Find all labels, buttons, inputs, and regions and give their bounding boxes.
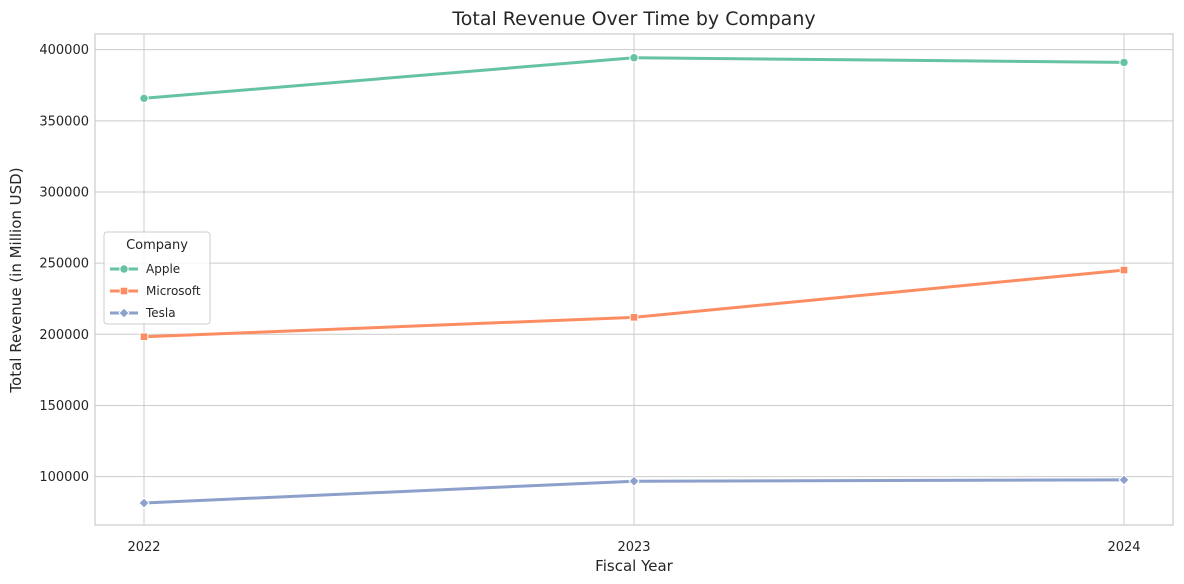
data-point-microsoft xyxy=(1119,265,1129,275)
legend-item-apple: Apple xyxy=(110,262,180,276)
legend-swatch-marker-microsoft xyxy=(119,286,129,296)
x-tick-label: 2024 xyxy=(1107,540,1140,555)
series-layer xyxy=(138,53,1130,509)
data-point-tesla xyxy=(628,475,640,487)
x-tick-label: 2023 xyxy=(617,540,650,555)
y-tick-label: 350000 xyxy=(39,114,89,129)
data-point-apple xyxy=(629,53,639,63)
data-point-microsoft xyxy=(139,332,149,342)
chart-title: Total Revenue Over Time by Company xyxy=(451,8,815,30)
y-tick-label: 400000 xyxy=(39,43,89,58)
series-apple xyxy=(139,53,1129,104)
legend-item-microsoft: Microsoft xyxy=(110,284,201,298)
legend-item-tesla: Tesla xyxy=(110,306,176,320)
legend-label-microsoft: Microsoft xyxy=(146,284,201,298)
legend-label-tesla: Tesla xyxy=(145,306,176,320)
y-tick-label: 100000 xyxy=(39,470,89,485)
plot-frame xyxy=(94,33,1174,526)
y-tick-label: 250000 xyxy=(39,257,89,272)
legend-swatch-marker-tesla xyxy=(118,307,130,319)
data-point-tesla xyxy=(1118,474,1130,486)
legend-box xyxy=(103,231,211,325)
y-tick-labels: 100000 150000 200000 250000 300000 350000 4000… xyxy=(39,43,89,485)
x-axis-title: Fiscal Year xyxy=(595,557,673,575)
data-point-apple xyxy=(139,93,149,104)
series-tesla xyxy=(138,474,1130,509)
legend-label-apple: Apple xyxy=(146,262,180,276)
y-axis-title: Total Revenue (in Million USD) xyxy=(7,167,25,393)
y-tick-label: 200000 xyxy=(39,328,89,343)
legend-swatch-marker-apple xyxy=(119,264,129,274)
data-point-tesla xyxy=(138,497,150,509)
legend: Company Apple Microsoft Tesla xyxy=(103,231,211,325)
legend-title: Company xyxy=(126,238,188,253)
y-tick-label: 300000 xyxy=(39,185,89,200)
data-point-microsoft xyxy=(629,313,639,322)
legend-items: Apple Microsoft Tesla xyxy=(110,262,201,320)
x-tick-labels: 2022 2023 2024 xyxy=(127,540,1140,555)
x-tick-label: 2022 xyxy=(127,540,160,555)
data-point-apple xyxy=(1119,57,1129,68)
grid-layer xyxy=(95,34,1173,525)
y-tick-label: 150000 xyxy=(39,399,89,414)
series-microsoft xyxy=(139,265,1129,342)
